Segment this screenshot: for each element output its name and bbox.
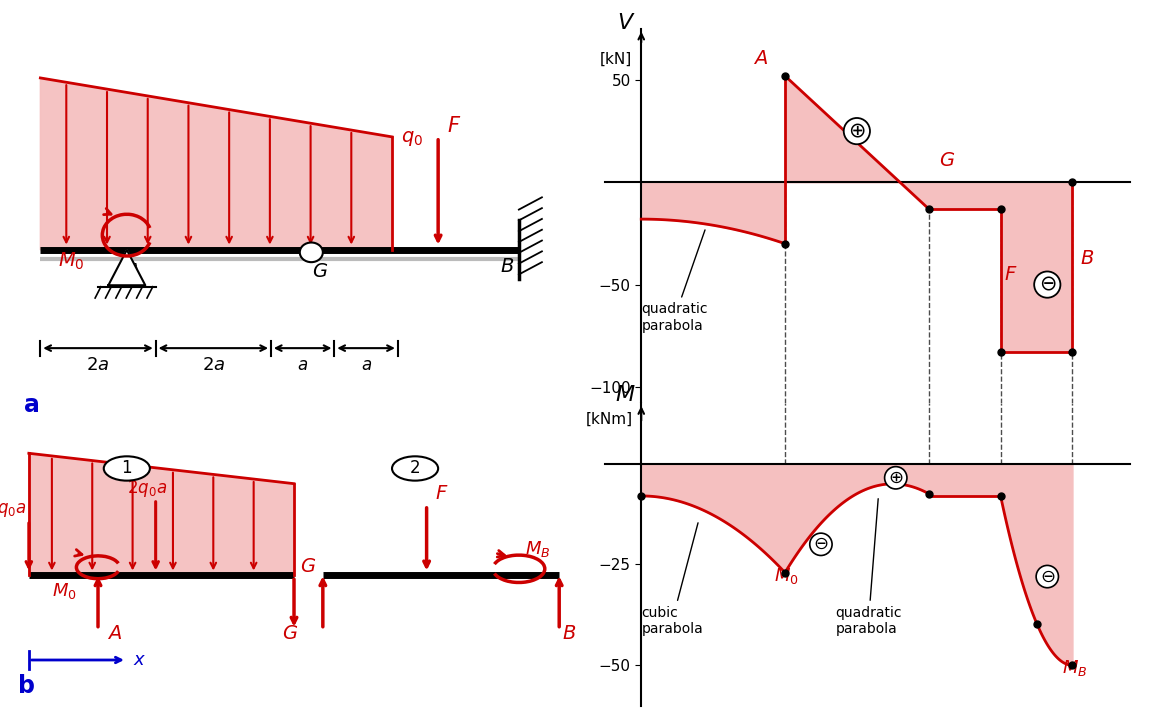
Text: $\mathbf{a}$: $\mathbf{a}$ bbox=[23, 393, 39, 417]
Text: $B$: $B$ bbox=[1079, 249, 1094, 268]
Text: $a$: $a$ bbox=[297, 356, 308, 374]
Text: $G$: $G$ bbox=[940, 151, 956, 170]
Text: $G$: $G$ bbox=[282, 624, 299, 643]
Text: $\ominus$: $\ominus$ bbox=[813, 535, 829, 553]
Text: [kN]: [kN] bbox=[600, 52, 632, 66]
Text: 1: 1 bbox=[121, 459, 133, 477]
Text: $\mathbf{b}$: $\mathbf{b}$ bbox=[17, 675, 36, 698]
Text: 2: 2 bbox=[409, 459, 421, 477]
Text: cubic
parabola: cubic parabola bbox=[641, 523, 703, 636]
Circle shape bbox=[104, 456, 150, 481]
Text: $G$: $G$ bbox=[300, 557, 316, 576]
Polygon shape bbox=[108, 250, 145, 285]
Text: $M_0$: $M_0$ bbox=[774, 566, 799, 585]
Text: $2a$: $2a$ bbox=[86, 356, 110, 374]
Polygon shape bbox=[40, 78, 392, 250]
Text: [kNm]: [kNm] bbox=[586, 411, 633, 426]
Text: $G$: $G$ bbox=[312, 262, 327, 281]
Text: $a$: $a$ bbox=[361, 356, 371, 374]
Text: $V$: $V$ bbox=[617, 13, 635, 33]
Text: $M_0$: $M_0$ bbox=[58, 251, 84, 272]
Text: $2q_0 a$: $2q_0 a$ bbox=[127, 478, 167, 499]
Polygon shape bbox=[29, 454, 294, 575]
Text: $\ominus$: $\ominus$ bbox=[1040, 567, 1055, 585]
Text: $A$: $A$ bbox=[106, 624, 122, 643]
Text: $F$: $F$ bbox=[436, 484, 449, 503]
Text: $M_B$: $M_B$ bbox=[1062, 658, 1087, 678]
Text: $2a$: $2a$ bbox=[202, 356, 225, 374]
Text: $F$: $F$ bbox=[447, 116, 461, 136]
Text: $A$: $A$ bbox=[125, 262, 141, 281]
Text: $q_0$: $q_0$ bbox=[401, 129, 423, 148]
Text: $\oplus$: $\oplus$ bbox=[888, 469, 904, 487]
Text: $q_0 a$: $q_0 a$ bbox=[0, 500, 27, 518]
Text: $B$: $B$ bbox=[563, 624, 576, 643]
Text: $M_B$: $M_B$ bbox=[525, 539, 550, 559]
Text: $M$: $M$ bbox=[615, 385, 635, 405]
Text: quadratic
parabola: quadratic parabola bbox=[641, 230, 708, 333]
Text: $\oplus$: $\oplus$ bbox=[849, 121, 866, 141]
Text: $A$: $A$ bbox=[753, 48, 768, 68]
Text: $F$: $F$ bbox=[1004, 266, 1018, 284]
Text: $x$: $x$ bbox=[133, 651, 146, 669]
Circle shape bbox=[392, 456, 438, 481]
Text: $M_0$: $M_0$ bbox=[52, 581, 76, 601]
Text: quadratic
parabola: quadratic parabola bbox=[835, 499, 902, 636]
Text: $\ominus$: $\ominus$ bbox=[1039, 274, 1056, 294]
Circle shape bbox=[300, 243, 323, 262]
Text: $B$: $B$ bbox=[500, 257, 514, 276]
